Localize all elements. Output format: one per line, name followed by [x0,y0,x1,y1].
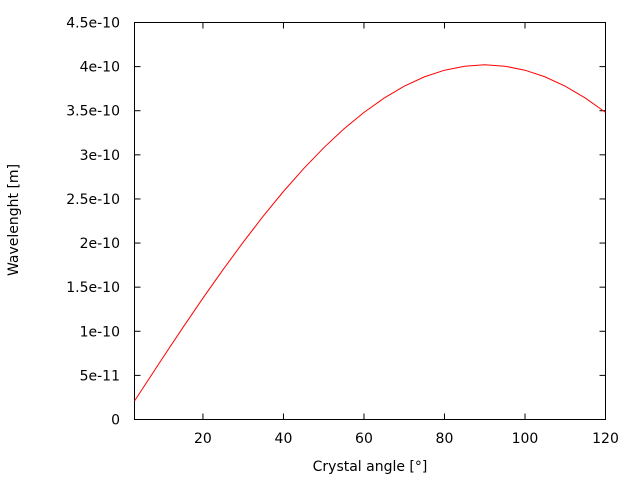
x-tick-label: 40 [275,431,293,447]
y-axis-label: Wavelenght [m] [6,164,22,276]
x-tick-label: 20 [194,431,212,447]
y-tick-label: 0 [111,413,120,429]
plot-border [134,22,606,420]
y-tick-label: 5e-11 [80,368,120,384]
y-tick-label: 2.5e-10 [66,192,120,208]
y-tick-label: 4.5e-10 [66,16,120,32]
series-line [134,64,606,402]
y-tick-label: 4e-10 [80,60,120,76]
ticks: 20 40 60 80 100 120 0 5e-11 1e-10 1.5e-10 2e-10 2.5… [66,16,619,448]
y-tick-label: 2e-10 [80,236,120,252]
x-axis-label: Crystal angle [°] [313,459,428,475]
series [134,64,606,402]
y-tick-label: 3.5e-10 [66,104,120,120]
y-tick-label: 1e-10 [80,324,120,340]
x-tick-label: 120 [592,431,619,447]
x-tick-label: 80 [436,431,454,447]
y-tick-label: 1.5e-10 [66,280,120,296]
x-tick-label: 60 [355,431,373,447]
x-tick-label: 100 [512,431,539,447]
y-tick-label: 3e-10 [80,148,120,164]
